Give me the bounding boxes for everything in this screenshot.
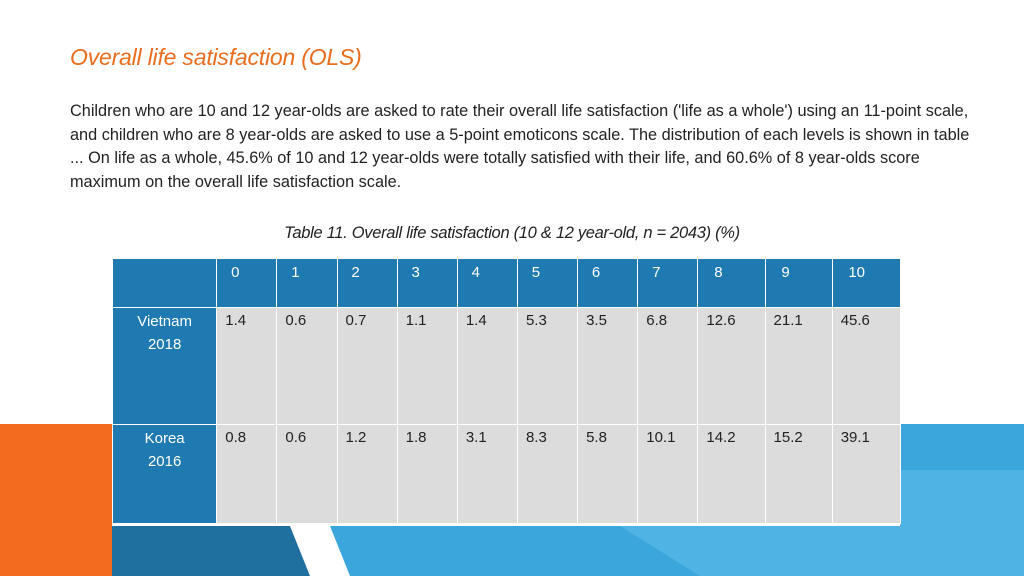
column-header: 4 (456, 258, 518, 308)
row-year: 2016 (147, 453, 182, 470)
table-cell: 1.8 (396, 424, 458, 524)
table-cell: 0.6 (276, 307, 338, 425)
column-header: 5 (516, 258, 579, 308)
lighter-blue-wedge-shape (620, 470, 1024, 576)
table-cell: 5.8 (577, 424, 639, 524)
row-year: 2018 (147, 336, 182, 353)
column-header: 8 (697, 258, 766, 308)
table-row: Korea 2016 0.8 0.6 1.2 1.8 3.1 8.3 5.8 1… (111, 424, 902, 524)
body-paragraph: Children who are 10 and 12 year-olds are… (70, 102, 970, 191)
table-cell: 1.4 (216, 307, 278, 425)
column-header: 7 (637, 258, 699, 308)
table-row: Vietnam 2018 1.4 0.6 0.7 1.1 1.4 5.3 3.5… (111, 307, 902, 425)
column-header: 1 (276, 258, 338, 308)
table-cell: 3.5 (577, 307, 639, 425)
table-cell: 15.2 (764, 424, 833, 524)
column-header: 2 (336, 258, 398, 308)
column-header: 0 (216, 258, 278, 308)
column-header: 6 (577, 258, 639, 308)
row-country: Korea (144, 430, 185, 447)
table-cell: 39.1 (831, 424, 902, 524)
table-cell: 1.2 (336, 424, 398, 524)
table-cell: 14.2 (697, 424, 766, 524)
table-header-row: 0 1 2 3 4 5 6 7 8 9 10 (111, 258, 902, 308)
table-caption: Table 11. Overall life satisfaction (10 … (284, 224, 740, 242)
table-cell: 10.1 (637, 424, 699, 524)
column-header: 3 (396, 258, 458, 308)
table-cell: 1.1 (396, 307, 458, 425)
table-corner-cell (111, 258, 218, 308)
table-cell: 0.8 (216, 424, 278, 524)
orange-corner-shape (0, 424, 112, 576)
life-satisfaction-table: 0 1 2 3 4 5 6 7 8 9 10 Vietnam 2018 1.4 … (111, 258, 902, 524)
table-cell: 3.1 (456, 424, 518, 524)
row-label: Vietnam 2018 (111, 307, 218, 425)
row-country: Vietnam (137, 313, 192, 330)
dark-blue-band-shape (112, 526, 310, 576)
table-cell: 45.6 (831, 307, 902, 425)
table-cell: 8.3 (516, 424, 579, 524)
table-cell: 5.3 (516, 307, 579, 425)
table-cell: 21.1 (764, 307, 833, 425)
table-cell: 0.6 (276, 424, 338, 524)
column-header: 10 (831, 258, 902, 308)
table-cell: 1.4 (456, 307, 518, 425)
row-label: Korea 2016 (111, 424, 218, 524)
column-header: 9 (764, 258, 833, 308)
table-cell: 6.8 (637, 307, 699, 425)
table-cell: 0.7 (336, 307, 398, 425)
page-title: Overall life satisfaction (OLS) (70, 44, 362, 70)
table-cell: 12.6 (697, 307, 766, 425)
